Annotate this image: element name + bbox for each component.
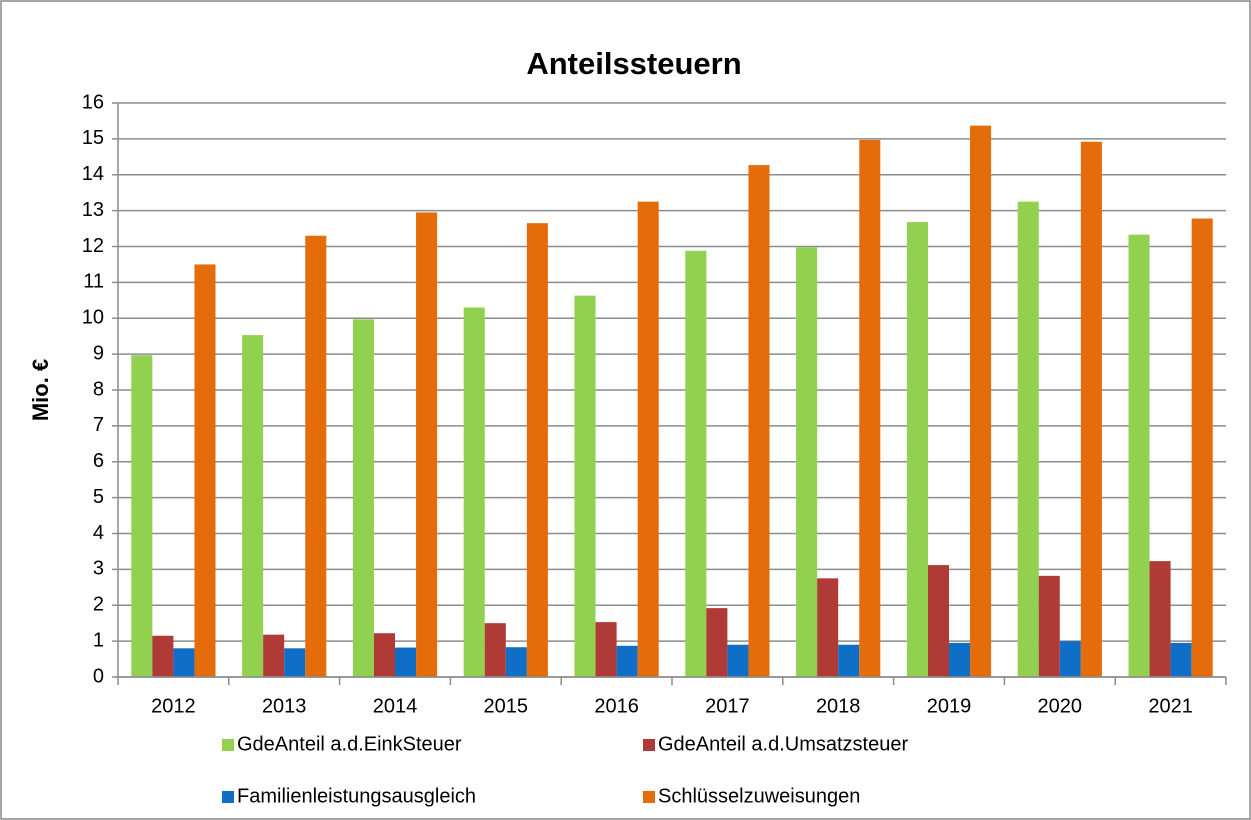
bar <box>1191 218 1213 677</box>
bar <box>131 355 153 677</box>
x-tick-label: 2016 <box>594 695 639 717</box>
y-tick-label: 10 <box>82 307 104 329</box>
bar <box>1170 642 1192 677</box>
x-tick-label: 2013 <box>262 695 307 717</box>
y-tick-label: 7 <box>93 414 104 436</box>
x-tick-label: 2015 <box>484 695 529 717</box>
x-tick-label: 2020 <box>1038 695 1083 717</box>
bar <box>574 295 596 677</box>
bar <box>416 212 438 677</box>
bar <box>152 635 174 677</box>
bar <box>1059 641 1081 677</box>
bar <box>1128 234 1150 677</box>
y-tick-label: 14 <box>82 163 104 185</box>
y-tick-label: 11 <box>83 271 104 293</box>
y-tick-label: 12 <box>82 235 104 257</box>
bar <box>284 648 306 677</box>
bar <box>685 250 707 677</box>
bar <box>505 647 527 677</box>
x-tick-label: 2018 <box>816 695 861 717</box>
legend-swatch <box>643 791 655 803</box>
bar <box>817 578 839 677</box>
bar <box>616 645 638 677</box>
bar <box>305 235 327 678</box>
bar <box>1038 575 1060 677</box>
bar <box>194 264 216 677</box>
bar <box>242 335 264 677</box>
y-tick-label: 13 <box>82 199 104 221</box>
x-tick-label: 2017 <box>705 695 750 717</box>
bar <box>838 644 860 677</box>
bar <box>463 307 485 677</box>
y-tick-label: 0 <box>93 665 104 687</box>
bar <box>906 222 928 678</box>
bar <box>263 634 285 677</box>
bar <box>949 642 971 677</box>
bar <box>796 247 818 677</box>
y-tick-label: 3 <box>93 558 104 580</box>
legend-swatch <box>643 739 655 751</box>
bar <box>173 648 195 677</box>
bar <box>637 201 659 677</box>
bar <box>706 608 728 677</box>
bar <box>1080 141 1102 677</box>
y-tick-label: 4 <box>93 522 104 544</box>
y-tick-label: 15 <box>82 127 104 149</box>
chart-title: Anteilssteuern <box>526 46 741 81</box>
bar <box>373 633 395 677</box>
y-tick-label: 2 <box>93 594 104 616</box>
bar <box>1149 561 1171 677</box>
x-tick-label: 2019 <box>927 695 972 717</box>
legend-label: Familienleistungsausgleich <box>237 785 476 807</box>
legend-swatch <box>222 739 234 751</box>
y-axis-label: Mio. € <box>28 359 53 421</box>
bar <box>970 125 992 677</box>
legend-label: Schlüsselzuweisungen <box>658 785 860 807</box>
y-tick-label: 1 <box>93 629 104 651</box>
y-tick-label: 9 <box>93 342 104 364</box>
bar <box>859 139 881 678</box>
x-tick-label: 2021 <box>1148 695 1193 717</box>
bar <box>727 644 749 677</box>
bar <box>927 565 949 677</box>
y-tick-label: 6 <box>93 450 104 472</box>
bar <box>595 622 617 677</box>
bar <box>352 319 374 677</box>
x-tick-label: 2012 <box>151 695 196 717</box>
y-tick-label: 8 <box>93 378 104 400</box>
bar <box>1017 201 1039 677</box>
legend-label: GdeAnteil a.d.EinkSteuer <box>237 733 462 755</box>
legend-swatch <box>222 791 234 803</box>
bar <box>484 623 506 677</box>
legend-label: GdeAnteil a.d.Umsatzsteuer <box>658 733 908 755</box>
y-tick-label: 16 <box>82 91 104 113</box>
bar <box>526 223 548 677</box>
bar <box>748 165 770 677</box>
bar <box>395 647 417 677</box>
x-tick-label: 2014 <box>373 695 418 717</box>
y-tick-label: 5 <box>93 486 104 508</box>
